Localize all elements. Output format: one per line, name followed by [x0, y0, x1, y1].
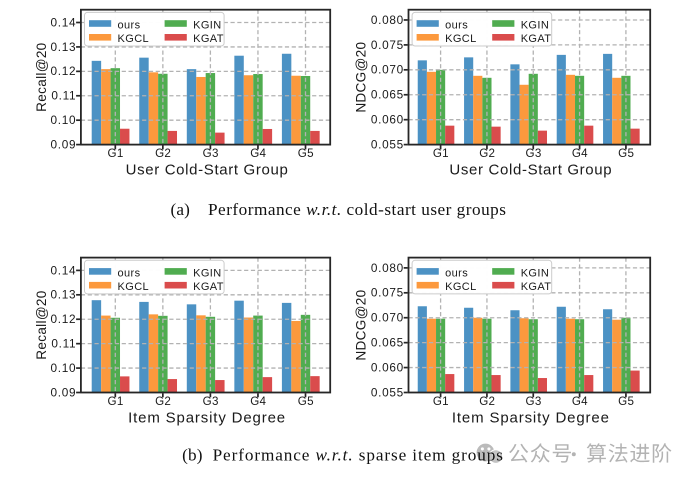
- svg-text:0.14: 0.14: [51, 263, 77, 277]
- svg-text:ours: ours: [118, 19, 141, 31]
- svg-text:Item Sparsity Degree: Item Sparsity Degree: [128, 409, 286, 426]
- svg-text:NDCG@20: NDCG@20: [353, 41, 368, 112]
- svg-text:G4: G4: [250, 147, 266, 160]
- svg-text:G3: G3: [526, 395, 542, 408]
- svg-text:0.065: 0.065: [371, 336, 404, 350]
- svg-text:KGCL: KGCL: [445, 33, 477, 45]
- svg-text:0.13: 0.13: [51, 288, 77, 302]
- svg-text:KGIN: KGIN: [193, 267, 222, 279]
- svg-text:KGAT: KGAT: [521, 281, 552, 293]
- svg-text:KGCL: KGCL: [445, 281, 477, 293]
- svg-text:Recall@20: Recall@20: [34, 290, 49, 360]
- svg-text:0.09: 0.09: [51, 385, 77, 399]
- svg-text:G5: G5: [298, 147, 314, 160]
- svg-text:KGAT: KGAT: [193, 281, 224, 293]
- svg-text:Performance w.r.t. sparse item: Performance w.r.t. sparse item groups: [213, 446, 504, 465]
- svg-text:G2: G2: [155, 147, 171, 160]
- svg-text:G1: G1: [433, 147, 449, 160]
- svg-text:Item Sparsity Degree: Item Sparsity Degree: [452, 409, 610, 426]
- svg-text:0.10: 0.10: [51, 361, 77, 375]
- svg-text:G5: G5: [298, 395, 314, 408]
- svg-text:0.080: 0.080: [371, 13, 404, 27]
- svg-text:0.070: 0.070: [371, 311, 404, 325]
- svg-text:0.065: 0.065: [371, 88, 404, 102]
- svg-text:G2: G2: [479, 395, 495, 408]
- svg-text:G2: G2: [155, 395, 171, 408]
- svg-text:KGCL: KGCL: [118, 33, 150, 45]
- svg-text:ours: ours: [445, 19, 468, 31]
- svg-text:KGCL: KGCL: [118, 281, 150, 293]
- svg-text:Recall@20: Recall@20: [34, 42, 49, 112]
- svg-text:G3: G3: [526, 147, 542, 160]
- svg-text:G1: G1: [108, 395, 124, 408]
- svg-text:0.055: 0.055: [371, 138, 404, 152]
- svg-text:KGIN: KGIN: [521, 267, 550, 279]
- svg-text:0.075: 0.075: [371, 286, 404, 300]
- svg-text:(b): (b): [182, 446, 203, 465]
- svg-text:0.11: 0.11: [51, 89, 76, 103]
- svg-text:KGAT: KGAT: [521, 33, 552, 45]
- svg-text:KGAT: KGAT: [193, 33, 224, 45]
- svg-text:G1: G1: [433, 395, 449, 408]
- svg-text:KGIN: KGIN: [521, 19, 550, 31]
- svg-text:0.12: 0.12: [51, 312, 77, 326]
- svg-text:G3: G3: [203, 147, 219, 160]
- svg-text:ours: ours: [118, 267, 141, 279]
- svg-text:0.12: 0.12: [51, 64, 77, 78]
- svg-text:G2: G2: [479, 147, 495, 160]
- svg-text:G5: G5: [618, 395, 634, 408]
- svg-text:ours: ours: [445, 267, 468, 279]
- svg-text:G4: G4: [572, 395, 588, 408]
- svg-text:User Cold-Start Group: User Cold-Start Group: [449, 161, 612, 178]
- svg-text:(a): (a): [171, 200, 191, 219]
- svg-text:NDCG@20: NDCG@20: [353, 289, 368, 360]
- svg-text:0.075: 0.075: [371, 38, 404, 52]
- svg-text:0.09: 0.09: [51, 138, 77, 152]
- svg-text:0.070: 0.070: [371, 63, 404, 77]
- svg-text:G4: G4: [250, 395, 266, 408]
- svg-text:G1: G1: [108, 147, 124, 160]
- svg-text:0.14: 0.14: [51, 15, 77, 29]
- svg-text:0.055: 0.055: [371, 385, 404, 399]
- svg-text:0.11: 0.11: [51, 337, 76, 351]
- svg-text:0.060: 0.060: [371, 360, 404, 374]
- svg-text:G5: G5: [618, 147, 634, 160]
- svg-text:0.080: 0.080: [371, 261, 404, 275]
- svg-text:G4: G4: [572, 147, 588, 160]
- svg-text:0.060: 0.060: [371, 113, 404, 127]
- svg-text:0.10: 0.10: [51, 113, 77, 127]
- svg-text:KGIN: KGIN: [193, 19, 222, 31]
- svg-text:0.13: 0.13: [51, 40, 77, 54]
- svg-text:G3: G3: [203, 395, 219, 408]
- svg-text:User Cold-Start Group: User Cold-Start Group: [126, 161, 289, 178]
- svg-text:Performance w.r.t. cold-start: Performance w.r.t. cold-start user group…: [208, 200, 506, 219]
